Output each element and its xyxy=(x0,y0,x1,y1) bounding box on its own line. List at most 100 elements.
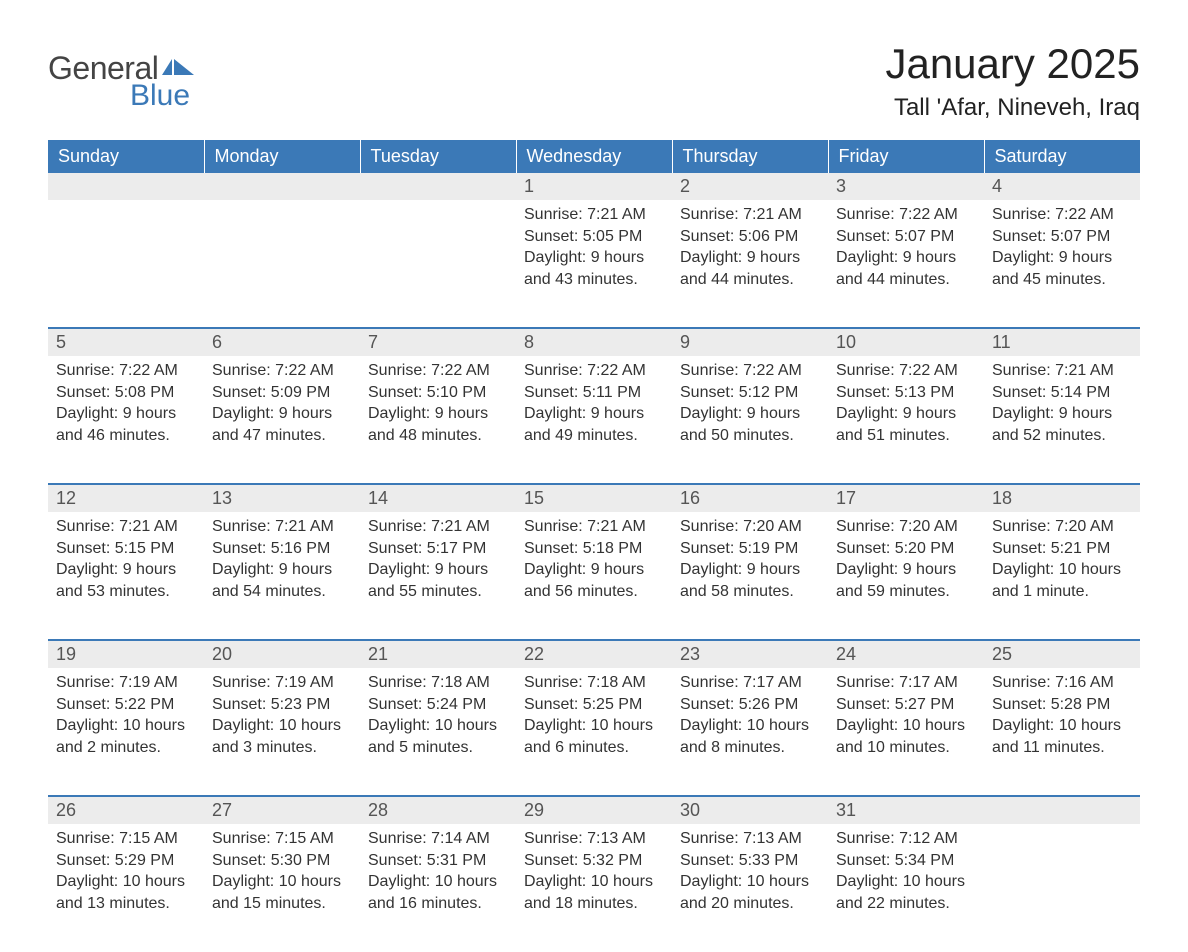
daylight-text-1: Daylight: 9 hours xyxy=(992,403,1132,425)
sunrise-text: Sunrise: 7:22 AM xyxy=(368,360,508,382)
sunset-text: Sunset: 5:09 PM xyxy=(212,382,352,404)
day-content-cell: Sunrise: 7:20 AMSunset: 5:21 PMDaylight:… xyxy=(984,512,1140,640)
sunset-text: Sunset: 5:11 PM xyxy=(524,382,664,404)
weekday-header: Friday xyxy=(828,140,984,173)
day-details: Sunrise: 7:21 AMSunset: 5:05 PMDaylight:… xyxy=(516,200,672,302)
day-number-cell: 21 xyxy=(360,640,516,668)
day-number-cell: 31 xyxy=(828,796,984,824)
day-content-cell: Sunrise: 7:18 AMSunset: 5:24 PMDaylight:… xyxy=(360,668,516,796)
day-number-cell: 1 xyxy=(516,173,672,200)
day-number: 31 xyxy=(836,800,856,820)
day-details: Sunrise: 7:21 AMSunset: 5:14 PMDaylight:… xyxy=(984,356,1140,458)
daylight-text-1: Daylight: 9 hours xyxy=(212,403,352,425)
daylight-text-2: and 44 minutes. xyxy=(836,269,976,291)
weekday-header: Wednesday xyxy=(516,140,672,173)
daylight-text-2: and 47 minutes. xyxy=(212,425,352,447)
weekday-header: Tuesday xyxy=(360,140,516,173)
day-content-row: Sunrise: 7:21 AMSunset: 5:05 PMDaylight:… xyxy=(48,200,1140,328)
day-number-cell: 28 xyxy=(360,796,516,824)
sunset-text: Sunset: 5:18 PM xyxy=(524,538,664,560)
daylight-text-1: Daylight: 9 hours xyxy=(992,247,1132,269)
sunrise-text: Sunrise: 7:20 AM xyxy=(992,516,1132,538)
daylight-text-2: and 8 minutes. xyxy=(680,737,820,759)
calendar-table: Sunday Monday Tuesday Wednesday Thursday… xyxy=(48,140,1140,952)
day-number: 4 xyxy=(992,176,1002,196)
day-number-cell: 29 xyxy=(516,796,672,824)
day-details: Sunrise: 7:21 AMSunset: 5:18 PMDaylight:… xyxy=(516,512,672,614)
day-number-cell: 22 xyxy=(516,640,672,668)
sunrise-text: Sunrise: 7:17 AM xyxy=(680,672,820,694)
daylight-text-2: and 5 minutes. xyxy=(368,737,508,759)
page-header: General Blue January 2025 Tall 'Afar, Ni… xyxy=(48,40,1140,122)
sunrise-text: Sunrise: 7:13 AM xyxy=(524,828,664,850)
daylight-text-1: Daylight: 10 hours xyxy=(56,715,196,737)
day-number-row: 1234 xyxy=(48,173,1140,200)
sunrise-text: Sunrise: 7:15 AM xyxy=(212,828,352,850)
sunset-text: Sunset: 5:34 PM xyxy=(836,850,976,872)
day-content-cell: Sunrise: 7:13 AMSunset: 5:32 PMDaylight:… xyxy=(516,824,672,952)
day-content-cell: Sunrise: 7:20 AMSunset: 5:20 PMDaylight:… xyxy=(828,512,984,640)
day-details: Sunrise: 7:22 AMSunset: 5:07 PMDaylight:… xyxy=(828,200,984,302)
day-number: 29 xyxy=(524,800,544,820)
day-number: 1 xyxy=(524,176,534,196)
sunrise-text: Sunrise: 7:22 AM xyxy=(836,360,976,382)
daylight-text-1: Daylight: 9 hours xyxy=(212,559,352,581)
day-number: 21 xyxy=(368,644,388,664)
sunrise-text: Sunrise: 7:19 AM xyxy=(56,672,196,694)
day-content-cell: Sunrise: 7:20 AMSunset: 5:19 PMDaylight:… xyxy=(672,512,828,640)
sunset-text: Sunset: 5:31 PM xyxy=(368,850,508,872)
daylight-text-1: Daylight: 9 hours xyxy=(680,559,820,581)
day-number-cell: 3 xyxy=(828,173,984,200)
day-content-cell: Sunrise: 7:21 AMSunset: 5:16 PMDaylight:… xyxy=(204,512,360,640)
sunset-text: Sunset: 5:13 PM xyxy=(836,382,976,404)
day-details: Sunrise: 7:20 AMSunset: 5:21 PMDaylight:… xyxy=(984,512,1140,614)
sunset-text: Sunset: 5:08 PM xyxy=(56,382,196,404)
location-text: Tall 'Afar, Nineveh, Iraq xyxy=(885,94,1140,122)
sunset-text: Sunset: 5:06 PM xyxy=(680,226,820,248)
title-block: January 2025 Tall 'Afar, Nineveh, Iraq xyxy=(885,40,1140,122)
flag-icon xyxy=(162,55,196,82)
day-content-cell: Sunrise: 7:21 AMSunset: 5:05 PMDaylight:… xyxy=(516,200,672,328)
day-details: Sunrise: 7:12 AMSunset: 5:34 PMDaylight:… xyxy=(828,824,984,926)
day-content-cell: Sunrise: 7:22 AMSunset: 5:11 PMDaylight:… xyxy=(516,356,672,484)
day-content-cell: Sunrise: 7:21 AMSunset: 5:18 PMDaylight:… xyxy=(516,512,672,640)
day-content-row: Sunrise: 7:15 AM Sunset: 5:29 PM Daylight:… xyxy=(48,824,1140,952)
day-details: Sunrise: 7:19 AMSunset: 5:22 PMDaylight:… xyxy=(48,668,204,770)
day-details: Sunrise: 7:22 AMSunset: 5:10 PMDaylight:… xyxy=(360,356,516,458)
daylight-text-2: and 11 minutes. xyxy=(992,737,1132,759)
daylight-text-1: Daylight: 9 hours xyxy=(836,559,976,581)
sunrise-text: Sunrise: 7:18 AM xyxy=(524,672,664,694)
day-details: Sunrise: 7:22 AMSunset: 5:12 PMDaylight:… xyxy=(672,356,828,458)
day-content-cell: Sunrise: 7:21 AMSunset: 5:15 PMDaylight:… xyxy=(48,512,204,640)
daylight-text-2: and 58 minutes. xyxy=(680,581,820,603)
day-number: 22 xyxy=(524,644,544,664)
day-details: Sunrise: 7:22 AMSunset: 5:09 PMDaylight:… xyxy=(204,356,360,458)
daylight-text-1: Daylight: 9 hours xyxy=(368,403,508,425)
day-content-cell xyxy=(48,200,204,328)
sunset-text: Sunset: 5:17 PM xyxy=(368,538,508,560)
day-number-cell: 25 xyxy=(984,640,1140,668)
sunset-text: Sunset: 5:15 PM xyxy=(56,538,196,560)
day-number-cell: 5 xyxy=(48,328,204,356)
day-details: Sunrise: 7:14 AMSunset: 5:31 PMDaylight:… xyxy=(360,824,516,926)
sunrise-text: Sunrise: 7:20 AM xyxy=(680,516,820,538)
day-number-cell: 27 xyxy=(204,796,360,824)
daylight-text-2: and 6 minutes. xyxy=(524,737,664,759)
day-content-cell: Sunrise: 7:17 AMSunset: 5:26 PMDaylight:… xyxy=(672,668,828,796)
day-number-cell: 9 xyxy=(672,328,828,356)
day-content-cell: Sunrise: 7:15 AMSunset: 5:29 PMDaylight:… xyxy=(48,824,204,952)
day-content-cell: Sunrise: 7:22 AMSunset: 5:10 PMDaylight:… xyxy=(360,356,516,484)
day-number-cell: 20 xyxy=(204,640,360,668)
day-number: 16 xyxy=(680,488,700,508)
sunset-text: Sunset: 5:16 PM xyxy=(212,538,352,560)
day-number: 14 xyxy=(368,488,388,508)
day-content-cell: Sunrise: 7:22 AMSunset: 5:12 PMDaylight:… xyxy=(672,356,828,484)
sunrise-text: Sunrise: 7:22 AM xyxy=(56,360,196,382)
sunrise-text: Sunrise: 7:22 AM xyxy=(680,360,820,382)
day-details: Sunrise: 7:19 AMSunset: 5:23 PMDaylight:… xyxy=(204,668,360,770)
daylight-text-1: Daylight: 9 hours xyxy=(524,403,664,425)
calendar-body: 1234Sunrise: 7:21 AMSunset: 5:05 PMDayli… xyxy=(48,173,1140,952)
daylight-text-1: Daylight: 10 hours xyxy=(680,871,820,893)
sunrise-text: Sunrise: 7:13 AM xyxy=(680,828,820,850)
sunset-text: Sunset: 5:29 PM xyxy=(56,850,196,872)
